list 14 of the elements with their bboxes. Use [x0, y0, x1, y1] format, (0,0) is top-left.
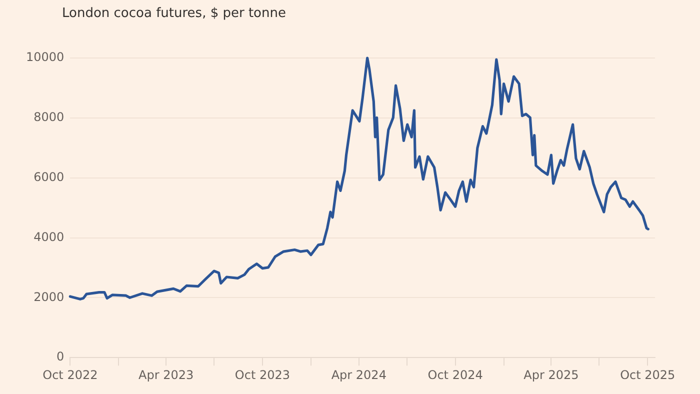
x-tick-label: Oct 2024: [428, 368, 483, 382]
y-tick-label: 4000: [34, 230, 64, 244]
x-tick-label: Oct 2022: [42, 368, 98, 382]
x-tick-label: Apr 2025: [524, 368, 579, 382]
x-tick-label: Oct 2025: [620, 368, 676, 382]
y-tick-label: 10000: [26, 50, 64, 64]
y-tick-label: 0: [56, 350, 64, 364]
y-tick-label: 2000: [34, 290, 64, 304]
chart-title: London cocoa futures, $ per tonne: [62, 6, 286, 21]
x-tick-label: Oct 2023: [234, 368, 290, 382]
x-tick-label: Apr 2023: [138, 368, 194, 382]
y-tick-label: 6000: [34, 170, 64, 184]
x-tick-label: Apr 2024: [331, 368, 386, 382]
y-tick-label: 8000: [34, 110, 64, 124]
